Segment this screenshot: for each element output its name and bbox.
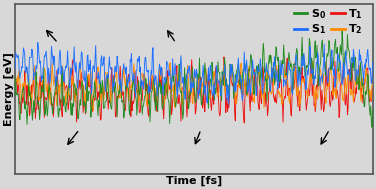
Y-axis label: Energy [eV]: Energy [eV] [3, 52, 14, 126]
X-axis label: Time [fs]: Time [fs] [166, 175, 222, 186]
Legend: $\mathbf{S_0}$, $\mathbf{S_1}$, $\mathbf{T_1}$, $\mathbf{T_2}$: $\mathbf{S_0}$, $\mathbf{S_1}$, $\mathbf… [290, 2, 367, 41]
